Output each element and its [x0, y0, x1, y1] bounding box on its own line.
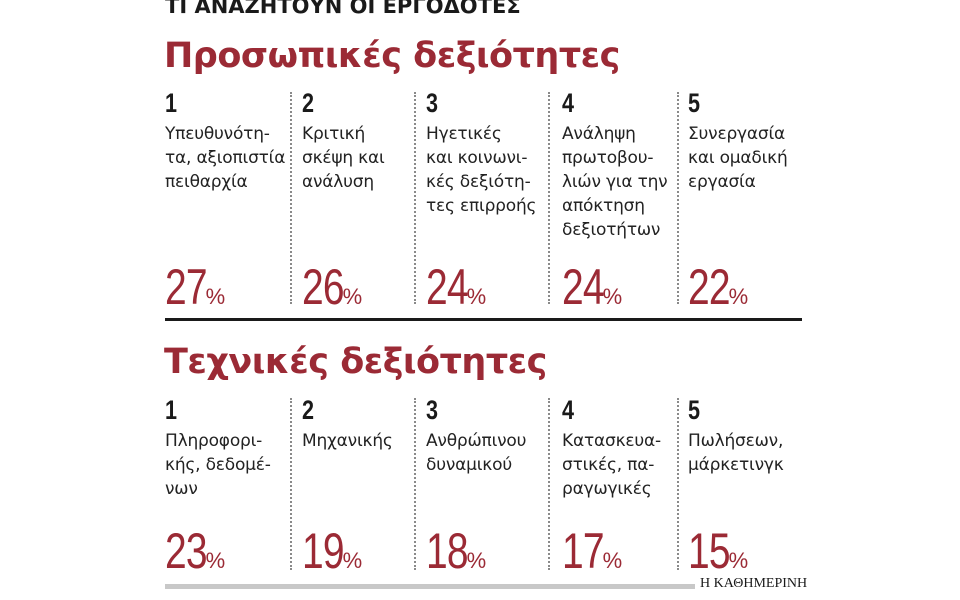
percentage-value: 23% [165, 523, 226, 579]
column-divider [290, 398, 292, 570]
rank-number: 1 [165, 88, 178, 118]
skill-label: Ηγετικές και κοινωνι- κές δεξιότη- τες ε… [426, 124, 537, 216]
skill-label: Υπευθυνότη- τα, αξιοπιστία πειθαρχία [165, 124, 286, 192]
rank-number: 4 [562, 88, 575, 118]
skill-label: Κριτική σκέψη και ανάλυση [302, 124, 385, 192]
rank-number: 3 [426, 88, 439, 118]
skill-label: Μηχανικής [302, 431, 393, 451]
percentage-value: 18% [426, 523, 487, 579]
skill-label: Πωλήσεων, μάρκετινγκ [688, 431, 784, 475]
percentage-value: 15% [688, 523, 749, 579]
rank-number: 4 [562, 395, 575, 425]
skill-label: Ανάληψη πρωτοβου- λιών για την απόκτηση … [562, 124, 668, 240]
column-divider [548, 92, 550, 304]
skill-item: 5 Πωλήσεων, μάρκετινγκ [688, 395, 784, 477]
percentage-value: 22% [688, 259, 749, 315]
skill-label: Ανθρώπινου δυναμικού [426, 431, 527, 475]
percentage-value: 19% [302, 523, 363, 579]
section-title-technical: Τεχνικές δεξιότητες [164, 342, 547, 382]
skill-item: 4 Κατασκευα- στικές, πα- ραγωγικές [562, 395, 661, 501]
rank-number: 1 [165, 395, 178, 425]
column-divider [677, 398, 679, 570]
kicker-title: ΤΙ ΑΝΑΖΗΤΟΥΝ ΟΙ ΕΡΓΟΔΟΤΕΣ [165, 0, 521, 18]
skill-item: 5 Συνεργασία και ομαδική εργασία [688, 88, 788, 194]
rank-number: 2 [302, 88, 315, 118]
column-divider [290, 92, 292, 304]
skill-item: 1 Πληροφορι- κής, δεδομέ- νων [165, 395, 271, 501]
skill-label: Πληροφορι- κής, δεδομέ- νων [165, 431, 271, 499]
publisher-logo: Η ΚΑΘΗΜΕΡΙΝΗ [700, 576, 808, 591]
skill-label: Κατασκευα- στικές, πα- ραγωγικές [562, 431, 661, 499]
rank-number: 2 [302, 395, 315, 425]
skill-item: 3 Ανθρώπινου δυναμικού [426, 395, 526, 477]
rank-number: 5 [688, 88, 701, 118]
column-divider [414, 398, 416, 570]
skill-item: 4 Ανάληψη πρωτοβου- λιών για την απόκτησ… [562, 88, 668, 242]
skill-item: 1 Υπευθυνότη- τα, αξιοπιστία πειθαρχία [165, 88, 285, 194]
skill-item: 2 Μηχανικής [302, 395, 393, 453]
percentage-value: 26% [302, 259, 363, 315]
skill-label: Συνεργασία και ομαδική εργασία [688, 124, 788, 192]
percentage-value: 27% [165, 259, 226, 315]
column-divider [677, 92, 679, 304]
section-title-personal: Προσωπικές δεξιότητες [164, 36, 620, 76]
skill-item: 2 Κριτική σκέψη και ανάλυση [302, 88, 385, 194]
footer-rule [165, 584, 695, 589]
rank-number: 3 [426, 395, 439, 425]
skill-item: 3 Ηγετικές και κοινωνι- κές δεξιότη- τες… [426, 88, 537, 218]
percentage-value: 17% [562, 523, 623, 579]
section-divider [165, 318, 802, 321]
percentage-value: 24% [562, 259, 623, 315]
column-divider [548, 398, 550, 570]
rank-number: 5 [688, 395, 701, 425]
percentage-value: 24% [426, 259, 487, 315]
column-divider [414, 92, 416, 304]
